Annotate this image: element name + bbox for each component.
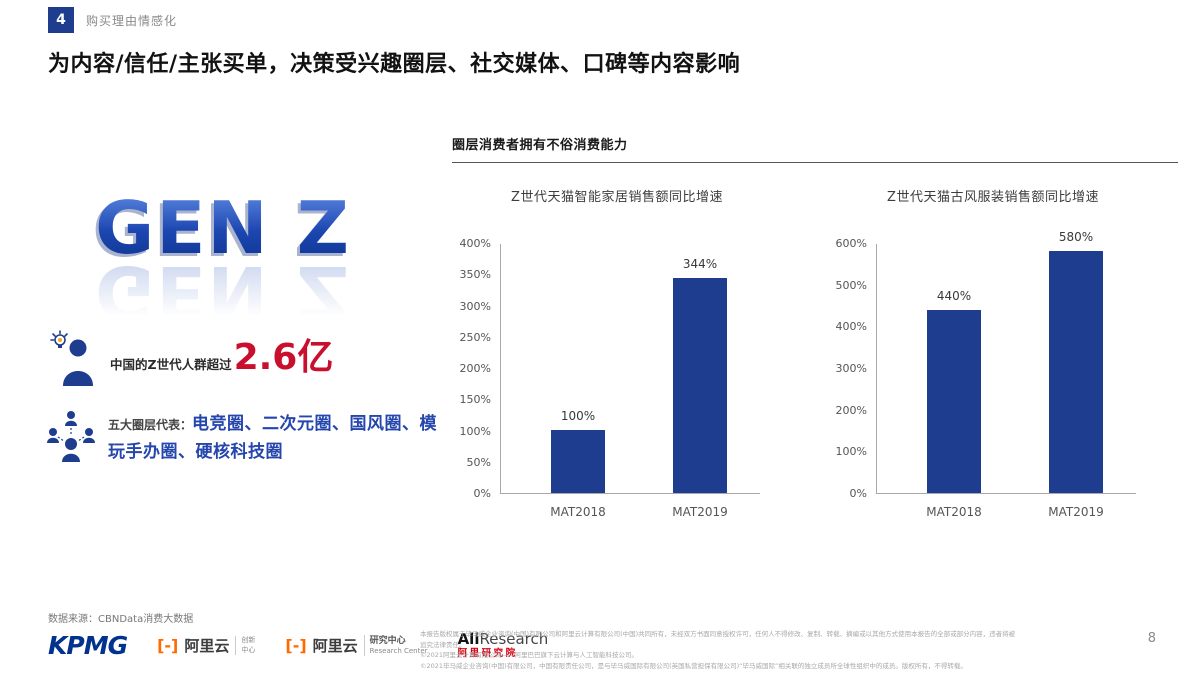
- y-axis-tick: 250%: [459, 330, 491, 344]
- x-axis-label: MAT2018: [550, 505, 606, 519]
- plot-area: 100% MAT2018 344% MAT2019: [500, 244, 760, 519]
- y-axis-tick: 300%: [459, 299, 491, 313]
- x-axis-label: MAT2019: [1048, 505, 1104, 519]
- genz-wordmark: GEN Z GEN Z GEN Z: [58, 192, 388, 382]
- y-axis-tick: 150%: [459, 393, 491, 407]
- alicloud-bracket-icon: [-]: [157, 636, 179, 655]
- disclaimer-line: ©2021毕马威企业咨询(中国)有限公司，中国有限责任公司，是与毕马威国际有限公…: [420, 662, 967, 671]
- page-title: 为内容/信任/主张买单，决策受兴趣圈层、社交媒体、口碑等内容影响: [48, 52, 741, 77]
- section-label: 购买理由情感化: [86, 13, 178, 28]
- plot-area: 440% MAT2018 580% MAT2019: [876, 230, 1136, 519]
- disclaimer-line: 本报告版权属于毕马威企业咨询(中国)有限公司和阿里云计算有限公司(中国)共同所有…: [420, 630, 1016, 649]
- disclaimer-line: ©2021阿里云计算有限公司——阿里巴巴旗下云计算与人工智能科技公司。: [420, 651, 639, 660]
- y-axis-tick: 100%: [835, 445, 867, 459]
- logo-row: KPMG [-] 阿里云 创新 中心 [-] 阿里云 研究中心 Research C…: [48, 631, 548, 660]
- alicloud-research-center-logo: [-] 阿里云 研究中心 Research Center: [285, 634, 428, 657]
- genz-wordmark-extrusion: GEN Z: [55, 195, 385, 267]
- y-axis-tick: 600%: [835, 237, 867, 250]
- y-axis-tick: 200%: [835, 403, 867, 417]
- charts-section-header: 圈层消费者拥有不俗消费能力: [452, 134, 1178, 163]
- y-axis-tick: 500%: [835, 278, 867, 292]
- legal-disclaimer: 本报告版权属于毕马威企业咨询(中国)有限公司和阿里云计算有限公司(中国)共同所有…: [420, 629, 1020, 672]
- bar-value-label: 440%: [936, 289, 972, 303]
- stat-text: 中国的Z世代人群超过 2.6亿: [110, 340, 333, 376]
- chart-title: Z世代天猫古风服装销售额同比增速: [887, 190, 1099, 205]
- genz-wordmark-reflection: GEN Z: [58, 266, 388, 330]
- charts-row: Z世代天猫智能家居销售额同比增速 0% 50% 100% 150% 200% 250% 30…: [452, 186, 1158, 519]
- circles-list: 电竞圈、二次元圈、国风圈、模玩手办圈、硬核科技圈: [108, 414, 438, 463]
- bar-MAT2019: [1049, 251, 1103, 493]
- y-axis-tick: 50%: [466, 455, 491, 469]
- y-axis-tick: 400%: [835, 320, 867, 334]
- x-axis-label: MAT2018: [926, 505, 982, 519]
- x-axis-label: MAT2019: [672, 505, 728, 519]
- y-axis-tick: 100%: [459, 424, 491, 438]
- circles-label: 五大圈层代表：: [108, 418, 193, 432]
- alicloud-logo: [-] 阿里云 创新 中心: [157, 636, 256, 655]
- y-axis-tick: 400%: [459, 237, 491, 250]
- circles-info: 五大圈层代表：电竞圈、二次元圈、国风圈、模玩手办圈、硬核科技圈: [46, 410, 446, 466]
- y-axis: 0% 100% 200% 300% 400% 500% 600%: [828, 238, 876, 499]
- bar-value-label: 580%: [1058, 230, 1094, 244]
- y-axis: 0% 50% 100% 150% 200% 250% 300% 350% 400%: [452, 238, 500, 499]
- circles-text: 五大圈层代表：电竞圈、二次元圈、国风圈、模玩手办圈、硬核科技圈: [108, 410, 438, 466]
- y-axis-tick: 0%: [849, 487, 867, 500]
- y-axis-tick: 300%: [835, 362, 867, 375]
- alicloud-bracket-icon: [-]: [285, 635, 307, 655]
- y-axis-tick: 0%: [473, 487, 491, 500]
- kpmg-logo: KPMG: [48, 631, 128, 660]
- section-number-badge: 4: [48, 7, 74, 33]
- reflection-fade: [58, 266, 388, 330]
- bar-value-label: 100%: [560, 409, 596, 423]
- bar-MAT2018: [927, 310, 981, 493]
- chart-body: 0% 100% 200% 300% 400% 500% 600% 440% MAT2018 58…: [828, 230, 1158, 519]
- genz-wordmark-text: GEN Z: [58, 192, 388, 264]
- bar-MAT2018: [551, 430, 605, 493]
- people-network-icon: [47, 411, 95, 462]
- hanfu-growth-chart: Z世代天猫古风服装销售额同比增速 0% 100% 200% 300% 400% 500% 6…: [828, 186, 1158, 519]
- population-stat: 中国的Z世代人群超过 2.6亿: [50, 330, 333, 386]
- y-axis-tick: 350%: [459, 268, 491, 282]
- aliresearch-logo: AliResearch 阿里研究院: [457, 630, 549, 659]
- person-lightbulb-icon: [50, 330, 93, 386]
- data-source-note: 数据来源：CBNData消费大数据: [48, 614, 194, 625]
- section-kicker: 4 购买理由情感化: [48, 7, 177, 33]
- chart-body: 0% 50% 100% 150% 200% 250% 300% 350% 400% 100% MA…: [452, 238, 782, 519]
- page-number: 8: [1147, 631, 1156, 646]
- bar-MAT2019: [673, 278, 727, 493]
- bar-value-label: 344%: [682, 257, 718, 271]
- stat-prefix: 中国的Z世代人群超过: [110, 357, 232, 372]
- smart-home-growth-chart: Z世代天猫智能家居销售额同比增速 0% 50% 100% 150% 200% 250% 30…: [452, 186, 782, 519]
- stat-value: 2.6亿: [233, 337, 334, 378]
- chart-title: Z世代天猫智能家居销售额同比增速: [511, 190, 723, 205]
- y-axis-tick: 200%: [459, 362, 491, 375]
